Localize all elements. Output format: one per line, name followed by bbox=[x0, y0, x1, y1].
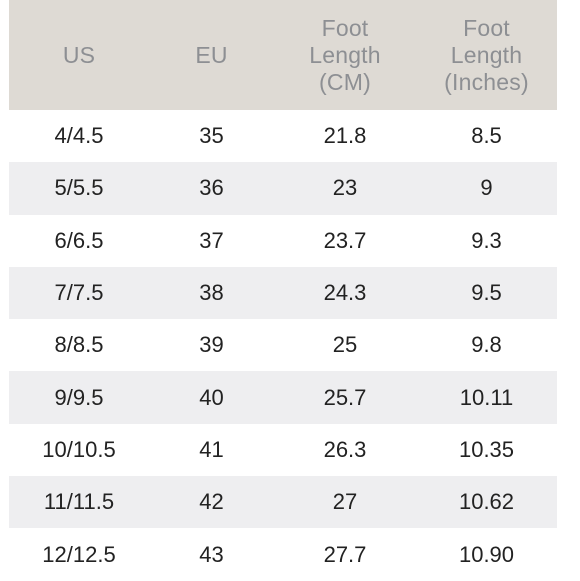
cell-us: 11/11.5 bbox=[43, 489, 115, 515]
cell-eu: 41 bbox=[199, 436, 224, 462]
header-in-line-2: Length bbox=[450, 41, 523, 68]
cell-inches: 10.90 bbox=[458, 541, 515, 567]
cell-eu: 40 bbox=[199, 384, 224, 410]
table-row: 6/6.5 37 23.7 9.3 bbox=[9, 215, 557, 267]
header-eu: EU bbox=[149, 0, 274, 110]
cell-eu: 35 bbox=[199, 123, 224, 149]
table-row: 12/12.5 43 27.7 10.90 bbox=[9, 528, 557, 580]
cell-us: 7/7.5 bbox=[54, 280, 104, 306]
cell-eu: 36 bbox=[199, 175, 224, 201]
header-us-label: US bbox=[62, 41, 96, 68]
cell-inches: 8.5 bbox=[471, 123, 502, 149]
header-us: US bbox=[9, 0, 149, 110]
cell-us: 6/6.5 bbox=[54, 227, 104, 253]
cell-eu: 37 bbox=[199, 227, 224, 253]
table-row: 5/5.5 36 23 9 bbox=[9, 162, 557, 215]
cell-inches: 9 bbox=[480, 175, 493, 201]
cell-cm: 27.7 bbox=[323, 541, 367, 567]
cell-us: 9/9.5 bbox=[54, 384, 104, 410]
cell-us: 5/5.5 bbox=[54, 175, 104, 201]
cell-inches: 9.3 bbox=[471, 227, 502, 253]
size-chart-body: 4/4.5 35 21.8 8.5 5/5.5 36 23 9 6/6.5 37… bbox=[9, 110, 557, 581]
cell-eu: 38 bbox=[199, 280, 224, 306]
header-row: US EU Foot Length (CM) Foot Length (Inch… bbox=[9, 0, 557, 110]
header-foot-length-cm: Foot Length (CM) bbox=[274, 0, 416, 110]
table-row: 11/11.5 42 27 10.62 bbox=[9, 476, 557, 529]
size-chart-table: US EU Foot Length (CM) Foot Length (Inch… bbox=[9, 0, 557, 581]
cell-cm: 27 bbox=[332, 489, 358, 515]
table-row: 8/8.5 39 25 9.8 bbox=[9, 319, 557, 371]
cell-eu: 39 bbox=[199, 332, 224, 358]
header-eu-label: EU bbox=[195, 41, 228, 68]
header-in-line-3: (Inches) bbox=[444, 68, 529, 95]
header-cm-line-3: (CM) bbox=[319, 68, 371, 95]
cell-cm: 26.3 bbox=[323, 436, 367, 462]
cell-us: 10/10.5 bbox=[42, 436, 116, 462]
cell-inches: 10.62 bbox=[458, 489, 515, 515]
cell-inches: 10.35 bbox=[458, 436, 515, 462]
cell-cm: 23.7 bbox=[323, 227, 367, 253]
cell-us: 4/4.5 bbox=[54, 123, 104, 149]
header-cm-line-2: Length bbox=[309, 41, 381, 68]
size-chart-header: US EU Foot Length (CM) Foot Length (Inch… bbox=[9, 0, 557, 110]
cell-cm: 21.8 bbox=[323, 123, 367, 149]
cell-eu: 42 bbox=[199, 489, 224, 515]
cell-us: 12/12.5 bbox=[42, 541, 116, 567]
cell-cm: 25 bbox=[332, 332, 358, 358]
cell-cm: 23 bbox=[332, 175, 358, 201]
cell-us: 8/8.5 bbox=[54, 332, 104, 358]
header-foot-length-inches: Foot Length (Inches) bbox=[416, 0, 557, 110]
cell-cm: 25.7 bbox=[323, 384, 367, 410]
cell-cm: 24.3 bbox=[323, 280, 367, 306]
cell-inches: 9.8 bbox=[471, 332, 502, 358]
cell-inches: 10.11 bbox=[459, 384, 514, 410]
table-row: 4/4.5 35 21.8 8.5 bbox=[9, 110, 557, 162]
table-row: 10/10.5 41 26.3 10.35 bbox=[9, 424, 557, 476]
table-row: 7/7.5 38 24.3 9.5 bbox=[9, 266, 557, 320]
header-cm-line-1: Foot bbox=[321, 14, 369, 41]
header-in-line-1: Foot bbox=[463, 14, 510, 41]
cell-eu: 43 bbox=[199, 541, 224, 567]
cell-inches: 9.5 bbox=[471, 280, 502, 306]
table-row: 9/9.5 40 25.7 10.11 bbox=[9, 371, 557, 424]
